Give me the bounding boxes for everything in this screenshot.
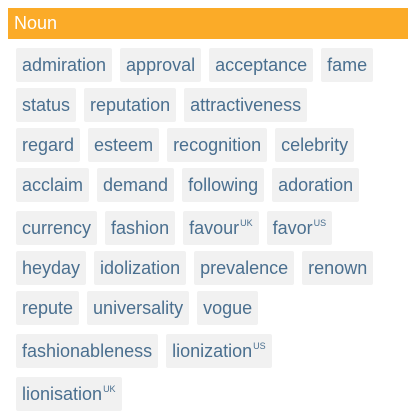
region-tag: UK xyxy=(240,217,253,228)
synonym-word: vogue xyxy=(203,297,253,318)
synonym-chip[interactable]: regard xyxy=(16,128,81,162)
synonym-word: demand xyxy=(103,174,169,195)
synonym-chip[interactable]: esteem xyxy=(88,128,160,162)
synonym-row: fashionableness lionization US xyxy=(16,334,272,368)
synonym-word: fashionableness xyxy=(22,340,153,361)
synonym-word: lionization xyxy=(172,340,253,361)
synonym-word: recognition xyxy=(173,134,262,155)
synonym-chip[interactable]: lionization US xyxy=(166,334,272,368)
synonym-word: adoration xyxy=(278,174,354,195)
synonym-chip[interactable]: following xyxy=(182,168,265,202)
synonym-chip[interactable]: favor US xyxy=(266,211,333,245)
synonym-word: repute xyxy=(22,297,74,318)
synonym-chip[interactable]: attractiveness xyxy=(184,88,308,122)
synonym-word: reputation xyxy=(90,94,171,115)
synonym-chip[interactable]: celebrity xyxy=(275,128,355,162)
synonym-word: acceptance xyxy=(215,54,308,75)
synonym-chip[interactable]: recognition xyxy=(167,128,268,162)
synonym-word: fashion xyxy=(111,217,170,238)
region-tag: US xyxy=(253,340,266,351)
part-of-speech-header: Noun xyxy=(8,8,408,39)
synonym-word: admiration xyxy=(22,54,107,75)
synonym-word: regard xyxy=(22,134,75,155)
synonym-row: repute universality vogue xyxy=(16,291,259,325)
synonym-word: fame xyxy=(327,54,368,75)
synonym-chip[interactable]: vogue xyxy=(197,291,259,325)
synonym-word: renown xyxy=(308,257,368,278)
synonym-row: heyday idolization prevalence renown xyxy=(16,251,374,285)
synonym-word: esteem xyxy=(94,134,154,155)
region-tag: UK xyxy=(103,383,116,394)
synonym-word: universality xyxy=(93,297,184,318)
synonym-chip[interactable]: prevalence xyxy=(194,251,295,285)
synonym-chip[interactable]: renown xyxy=(302,251,374,285)
synonym-chip[interactable]: status xyxy=(16,88,77,122)
synonym-row: status reputation attractiveness xyxy=(16,88,308,122)
synonym-word: lionisation xyxy=(22,383,103,404)
synonym-chip[interactable]: repute xyxy=(16,291,80,325)
synonym-chip[interactable]: heyday xyxy=(16,251,87,285)
synonym-word: favor xyxy=(272,217,313,238)
synonym-chip[interactable]: favour UK xyxy=(183,211,259,245)
synonym-row: regard esteem recognition celebrity xyxy=(16,128,355,162)
synonym-chip[interactable]: fashion xyxy=(105,211,176,245)
synonym-chip[interactable]: reputation xyxy=(84,88,177,122)
synonym-word: status xyxy=(22,94,71,115)
synonym-word: currency xyxy=(22,217,92,238)
synonym-chip[interactable]: adoration xyxy=(272,168,360,202)
synonym-chip[interactable]: acclaim xyxy=(16,168,90,202)
synonym-chip[interactable]: idolization xyxy=(94,251,187,285)
synonym-word: attractiveness xyxy=(190,94,302,115)
region-tag: US xyxy=(313,217,327,228)
synonym-chip[interactable]: fashionableness xyxy=(16,334,159,368)
synonym-word: idolization xyxy=(100,257,181,278)
synonym-word: celebrity xyxy=(281,134,349,155)
synonym-row: acclaim demand following adoration xyxy=(16,168,360,202)
synonym-chip[interactable]: admiration xyxy=(16,48,113,82)
synonym-row: admiration approval acceptance fame xyxy=(16,48,374,82)
synonym-chip[interactable]: fame xyxy=(321,48,374,82)
synonym-chip[interactable]: acceptance xyxy=(209,48,314,82)
synonym-row: lionisation UK xyxy=(16,377,122,411)
synonym-chip[interactable]: approval xyxy=(120,48,202,82)
synonym-chip[interactable]: universality xyxy=(87,291,190,325)
synonym-chip[interactable]: demand xyxy=(97,168,175,202)
synonym-word: approval xyxy=(126,54,196,75)
synonym-word: heyday xyxy=(22,257,81,278)
synonym-row: currency fashion favour UK favor US xyxy=(16,211,333,245)
synonym-word: acclaim xyxy=(22,174,84,195)
synonym-chip[interactable]: currency xyxy=(16,211,98,245)
part-of-speech-title: Noun xyxy=(14,13,58,33)
synonym-chip[interactable]: lionisation UK xyxy=(16,377,122,411)
synonym-word: favour xyxy=(189,217,240,238)
synonym-word: following xyxy=(188,174,259,195)
synonym-word: prevalence xyxy=(200,257,289,278)
